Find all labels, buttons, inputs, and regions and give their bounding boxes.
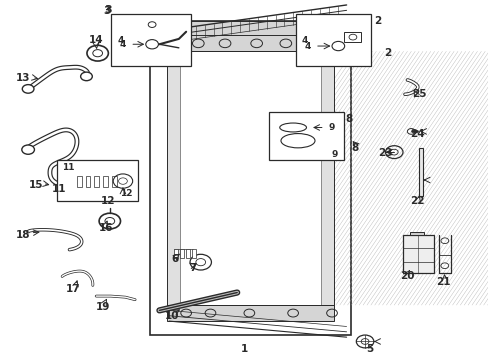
Bar: [57, 160, 137, 202]
Text: 18: 18: [16, 230, 30, 240]
Text: 13: 13: [16, 73, 30, 83]
Text: 16: 16: [99, 223, 113, 233]
Text: 4: 4: [120, 40, 126, 49]
Text: 4: 4: [301, 36, 307, 45]
Bar: [191, 249, 196, 257]
Text: 5: 5: [366, 343, 373, 354]
Text: 2: 2: [384, 48, 391, 58]
Bar: [166, 305, 334, 321]
Bar: [180, 249, 184, 257]
Text: 9: 9: [327, 123, 334, 132]
Bar: [149, 21, 351, 336]
Text: 14: 14: [89, 35, 103, 45]
Text: 2: 2: [374, 16, 381, 26]
Bar: [295, 14, 370, 66]
Bar: [418, 148, 423, 196]
Bar: [174, 249, 178, 257]
Text: 19: 19: [96, 302, 110, 312]
Text: 3: 3: [103, 6, 111, 16]
Text: 17: 17: [66, 284, 81, 294]
Bar: [268, 112, 344, 160]
Text: 11: 11: [62, 163, 75, 172]
Bar: [180, 51, 320, 305]
Bar: [409, 232, 424, 235]
Bar: [77, 176, 81, 187]
Text: 7: 7: [188, 262, 196, 273]
Text: 21: 21: [436, 277, 450, 287]
Text: 6: 6: [171, 253, 179, 264]
Bar: [85, 176, 90, 187]
Bar: [94, 176, 99, 187]
Text: 23: 23: [378, 148, 392, 158]
Text: 4: 4: [117, 36, 123, 45]
Text: 8: 8: [345, 114, 352, 124]
Bar: [112, 176, 116, 187]
Text: 9: 9: [330, 150, 337, 159]
Text: 4: 4: [304, 41, 310, 50]
Circle shape: [81, 72, 92, 81]
Bar: [166, 51, 180, 305]
Text: 1: 1: [241, 343, 247, 354]
Text: 10: 10: [165, 311, 180, 321]
Bar: [320, 51, 334, 305]
Text: 8: 8: [351, 143, 358, 153]
Text: 20: 20: [399, 271, 414, 282]
Text: 11: 11: [51, 184, 66, 194]
Text: 12: 12: [120, 189, 132, 198]
Bar: [103, 176, 108, 187]
Text: 3: 3: [104, 5, 111, 15]
Circle shape: [22, 85, 34, 93]
Bar: [111, 14, 191, 66]
Text: 12: 12: [101, 197, 115, 206]
Bar: [185, 249, 190, 257]
Bar: [402, 235, 433, 273]
Bar: [166, 35, 334, 51]
Circle shape: [22, 145, 34, 154]
Text: 22: 22: [409, 197, 424, 206]
Text: 25: 25: [411, 89, 426, 99]
Bar: [166, 21, 334, 51]
Bar: [344, 32, 361, 42]
Text: 15: 15: [29, 180, 43, 190]
Text: 24: 24: [409, 129, 424, 139]
